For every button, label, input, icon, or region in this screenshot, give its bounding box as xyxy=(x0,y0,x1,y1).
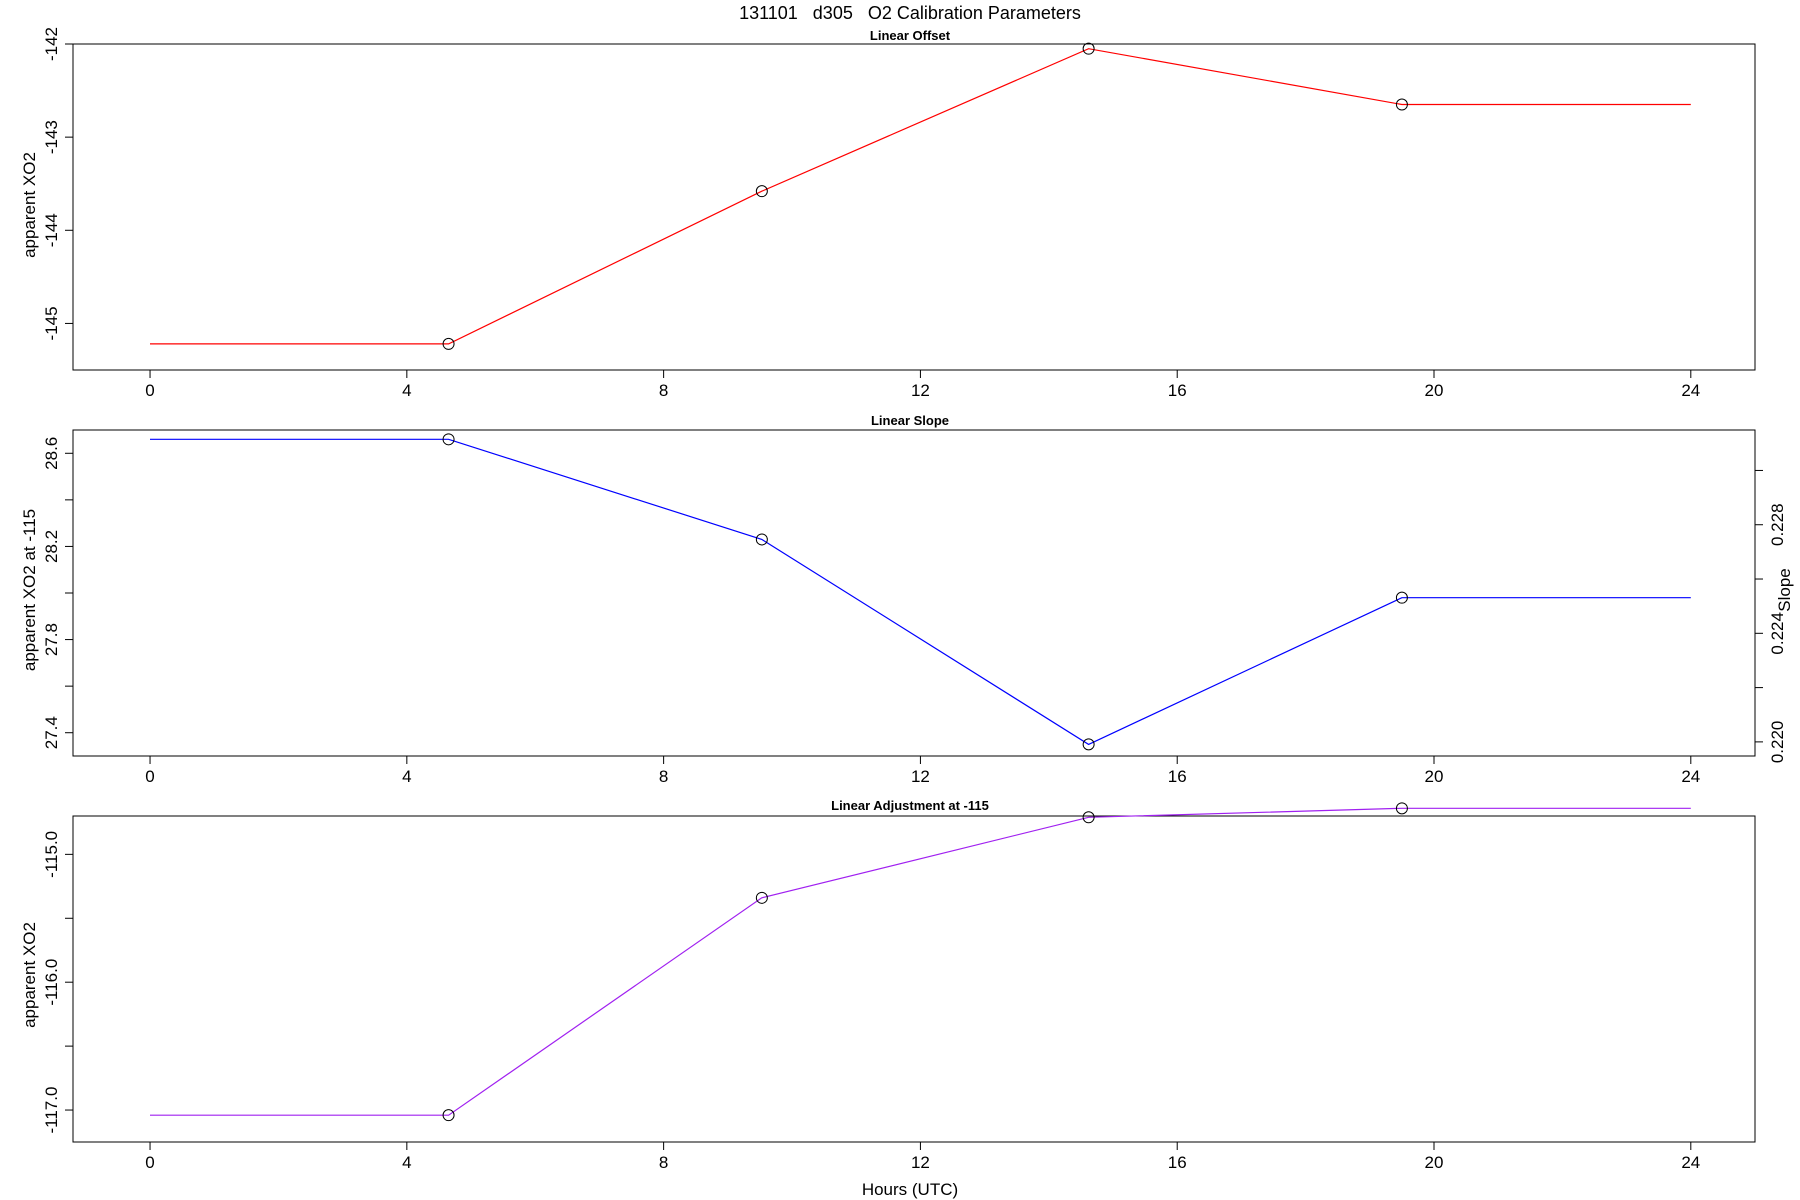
y-tick-label-right: 0.228 xyxy=(1768,503,1787,546)
y-tick-label: 27.8 xyxy=(42,623,61,656)
y-tick-label: 28.2 xyxy=(42,530,61,563)
data-point xyxy=(1082,42,1095,55)
data-point xyxy=(1082,811,1095,824)
x-tick-label: 24 xyxy=(1681,767,1700,786)
panel-linear-slope: Linear Slope apparent XO2 at -115 Slope … xyxy=(20,413,1794,786)
x-tick-label: 24 xyxy=(1681,381,1700,400)
panel-linear-offset: Linear Offset apparent XO2 0 4 8 12 16 20 24 -1… xyxy=(20,27,1756,400)
panel-linear-adjustment: Linear Adjustment at -115 apparent XO2 H… xyxy=(20,798,1756,1199)
x-tick-label: 12 xyxy=(911,381,930,400)
x-tick-label: 4 xyxy=(402,767,411,786)
x-tick-label: 0 xyxy=(145,1153,154,1172)
x-tick-label: 4 xyxy=(402,1153,411,1172)
data-point xyxy=(1395,591,1408,604)
x-tick-label: 0 xyxy=(145,767,154,786)
x-tick-label: 8 xyxy=(659,1153,668,1172)
y-tick-label: -116.0 xyxy=(42,959,61,1006)
x-tick-label: 20 xyxy=(1425,381,1444,400)
y-tick-label: -117.0 xyxy=(42,1087,61,1134)
panel-title: Linear Adjustment at -115 xyxy=(831,798,989,813)
y-tick-label: -115.0 xyxy=(42,831,61,878)
x-tick-label: 12 xyxy=(911,767,930,786)
x-tick-label: 8 xyxy=(659,381,668,400)
y-tick-label: -142 xyxy=(42,27,61,61)
y-axis-label: apparent XO2 at -115 xyxy=(20,509,39,671)
plot-frame xyxy=(72,429,1756,757)
y-tick-label: -144 xyxy=(42,213,61,247)
y-axis-label: apparent XO2 xyxy=(20,922,39,1028)
data-point xyxy=(755,533,768,546)
x-tick-label: 20 xyxy=(1425,1153,1444,1172)
series-line xyxy=(150,48,1691,345)
x-tick-label: 0 xyxy=(145,381,154,400)
x-axis-label: Hours (UTC) xyxy=(862,1180,958,1199)
x-tick-label: 16 xyxy=(1168,1153,1187,1172)
x-tick-label: 16 xyxy=(1168,381,1187,400)
data-point xyxy=(1395,802,1408,815)
x-tick-label: 4 xyxy=(402,381,411,400)
data-point xyxy=(755,185,768,198)
x-tick-label: 16 xyxy=(1168,767,1187,786)
data-point xyxy=(442,1109,455,1122)
y-tick-label-right: 0.224 xyxy=(1768,612,1787,655)
panel-title: Linear Slope xyxy=(871,413,949,428)
y-tick-label: 27.4 xyxy=(42,716,61,749)
y-tick-label-right: 0.220 xyxy=(1768,721,1787,764)
plot-frame xyxy=(72,815,1756,1143)
data-point xyxy=(1082,738,1095,751)
series-line xyxy=(150,438,1691,746)
figure-title: 131101 d305 O2 Calibration Parameters xyxy=(739,3,1081,23)
plot-frame xyxy=(72,43,1756,371)
x-tick-label: 12 xyxy=(911,1153,930,1172)
y-tick-label: -143 xyxy=(42,120,61,154)
panel-title: Linear Offset xyxy=(870,28,951,43)
series-line xyxy=(150,807,1691,1116)
data-point xyxy=(442,337,455,350)
data-point xyxy=(442,433,455,446)
data-point xyxy=(755,891,768,904)
y-tick-label: 28.6 xyxy=(42,437,61,470)
x-tick-label: 20 xyxy=(1425,767,1444,786)
y-tick-label: -145 xyxy=(42,306,61,340)
x-tick-label: 8 xyxy=(659,767,668,786)
data-point xyxy=(1395,98,1408,111)
y-axis-label: apparent XO2 xyxy=(20,152,39,258)
y-axis-label-right: Slope xyxy=(1775,568,1794,611)
x-tick-label: 24 xyxy=(1681,1153,1700,1172)
